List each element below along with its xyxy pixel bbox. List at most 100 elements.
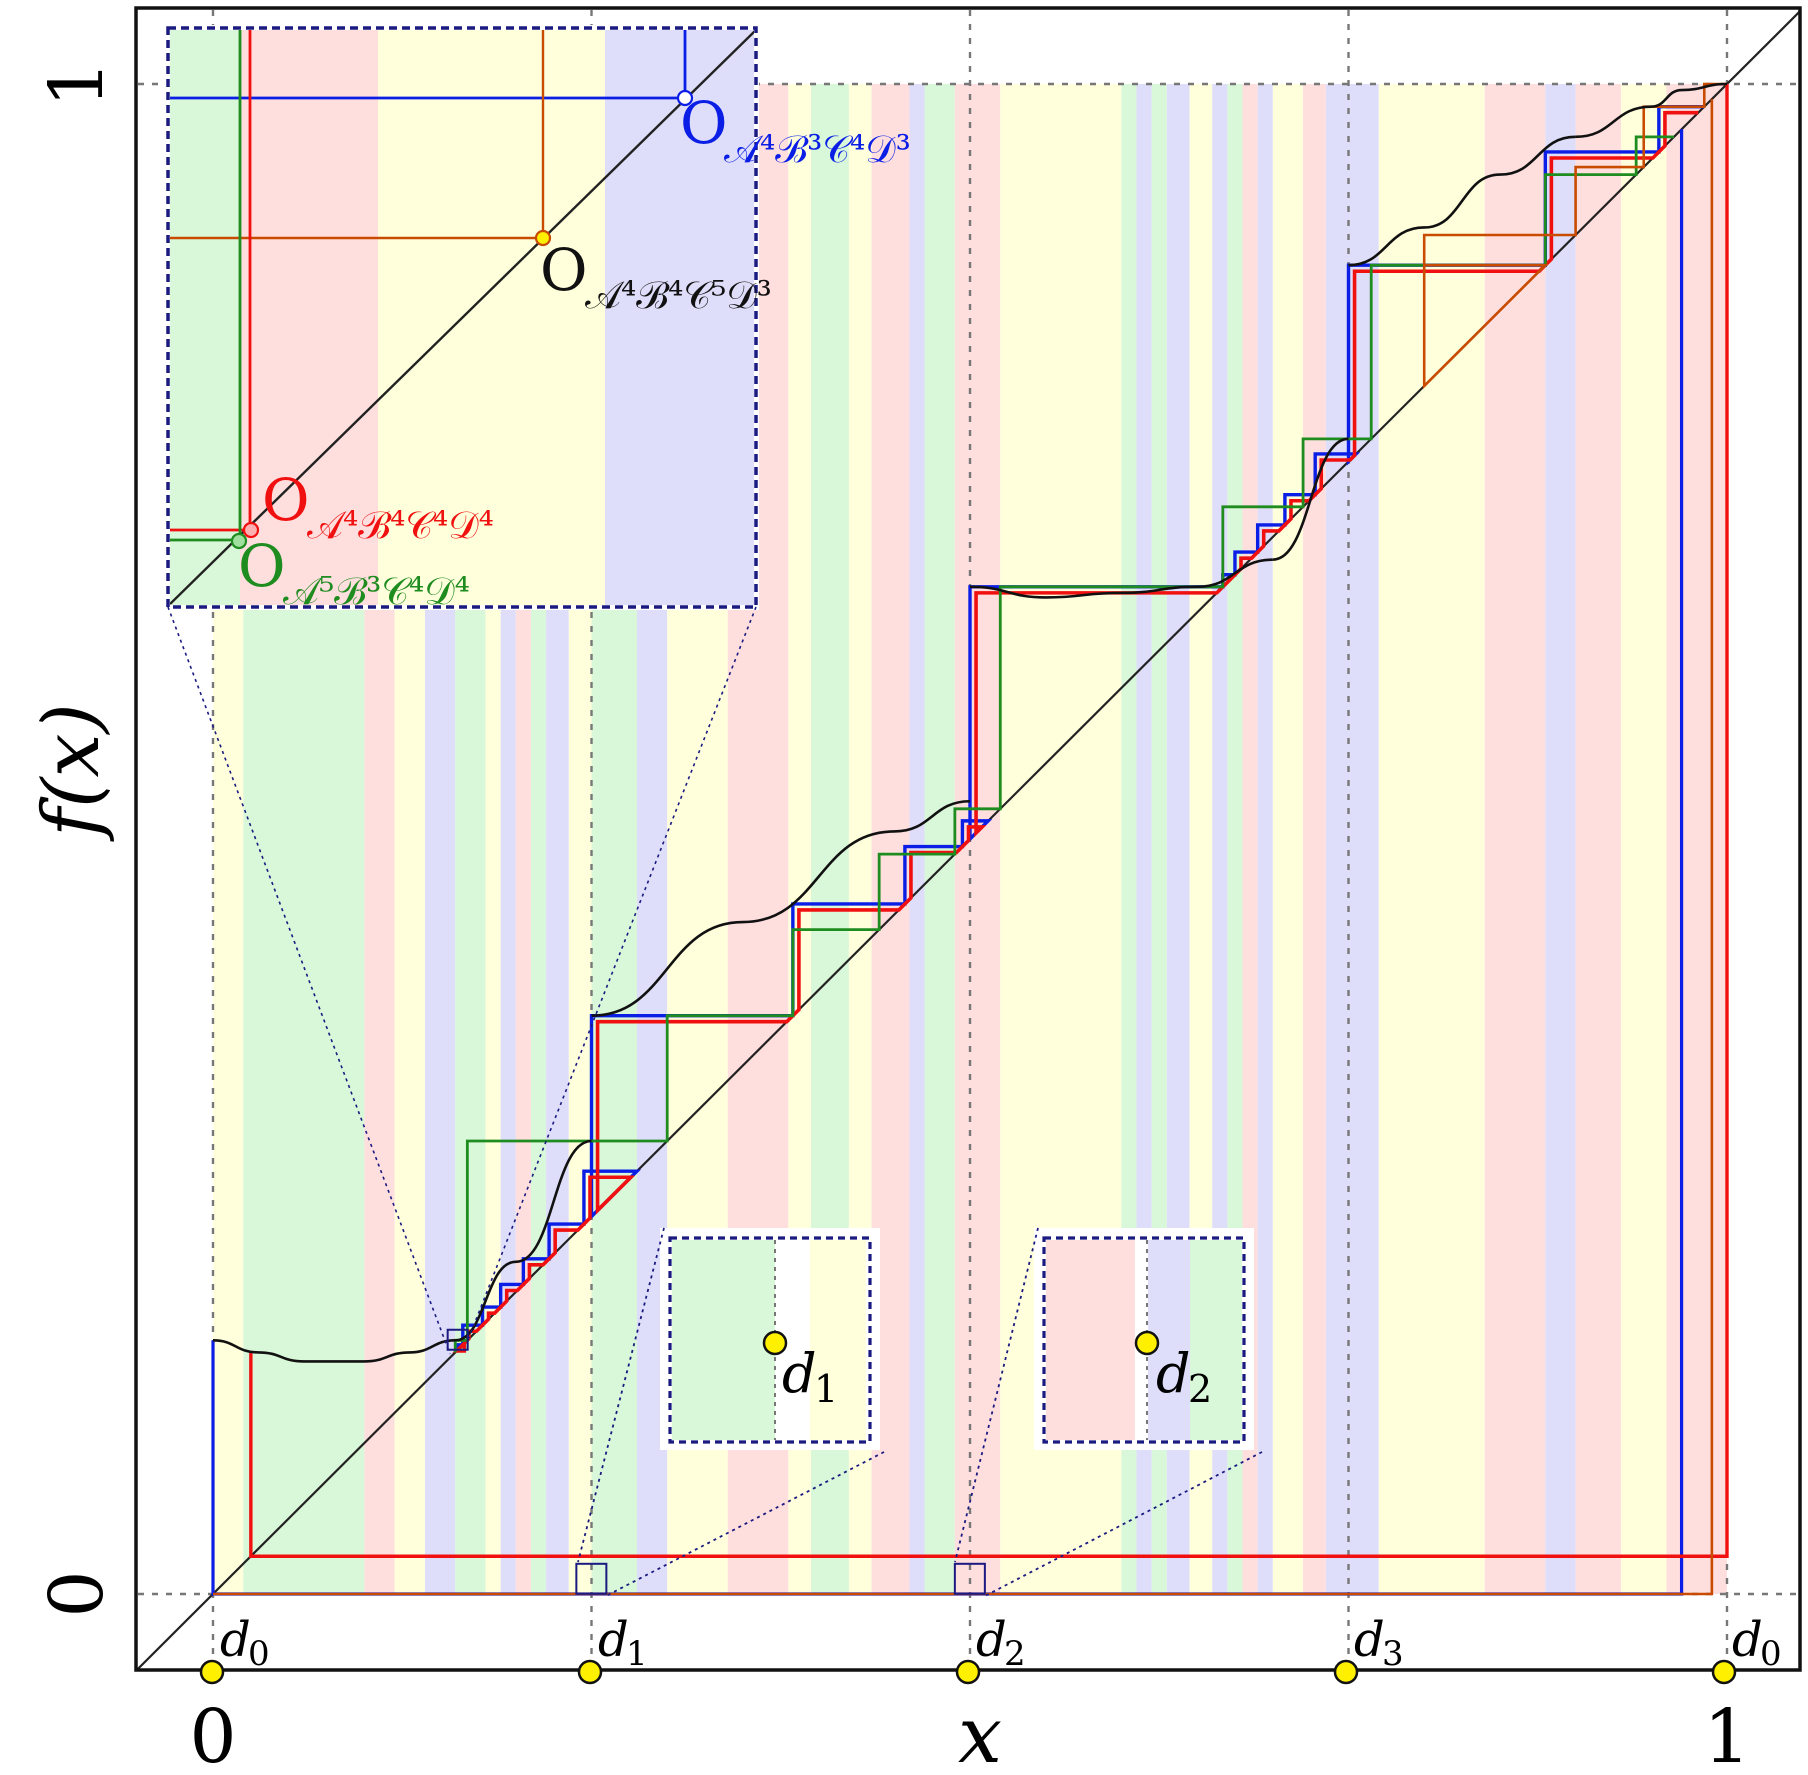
discontinuity-marker bbox=[1333, 1659, 1359, 1685]
zoom-d2-label: d 2 bbox=[1156, 1342, 1212, 1411]
svg-text:O: O bbox=[680, 89, 728, 157]
zoom-box-marker bbox=[762, 1330, 788, 1356]
inset-fixed-point-blue bbox=[676, 89, 694, 107]
zoom-inset-orbits bbox=[165, 25, 759, 610]
zoom-box-stripe-A bbox=[1190, 1240, 1242, 1440]
zoom-source-rects bbox=[446, 1328, 986, 1595]
orbit-red bbox=[452, 110, 1699, 1353]
disc-label-d1: d 1 bbox=[598, 1612, 648, 1674]
map-branch bbox=[212, 1339, 456, 1363]
connector-line bbox=[954, 1227, 1039, 1563]
zoom-rect-d2 bbox=[953, 1562, 986, 1595]
map-branch bbox=[591, 799, 971, 1017]
map-branch bbox=[1272, 437, 1349, 561]
svg-text:d: d bbox=[1354, 1612, 1385, 1668]
xtick-label-1: 1 bbox=[1703, 1694, 1750, 1775]
inset-fixed-point-orange bbox=[534, 229, 552, 247]
small-zoom-connectors bbox=[577, 1227, 1263, 1597]
orbit-blue bbox=[456, 104, 1705, 1350]
map-branch bbox=[455, 1139, 592, 1342]
stripe-C bbox=[1189, 84, 1213, 1594]
orbit-label-blue: O 𝒜⁴ℬ³𝒞⁴𝒟³ bbox=[680, 89, 911, 171]
svg-text:d: d bbox=[976, 1612, 1007, 1668]
svg-text:1: 1 bbox=[814, 1367, 838, 1411]
svg-text:O: O bbox=[238, 532, 286, 600]
map-branch bbox=[1348, 135, 1576, 267]
stripe-A bbox=[924, 84, 955, 1594]
svg-text:O: O bbox=[540, 236, 588, 304]
connector-line bbox=[984, 1451, 1263, 1597]
stripe-B bbox=[1303, 84, 1326, 1594]
svg-text:𝒜⁴ℬ⁴𝒞⁵𝒟³: 𝒜⁴ℬ⁴𝒞⁵𝒟³ bbox=[585, 273, 772, 317]
y-axis-label: f(x) bbox=[27, 703, 117, 842]
stripe-A bbox=[1121, 84, 1137, 1594]
discontinuity-marker bbox=[955, 1659, 981, 1685]
inset-stripe-D bbox=[605, 30, 754, 605]
svg-text:2: 2 bbox=[1004, 1634, 1026, 1674]
orbit-red-return bbox=[249, 84, 1729, 1558]
discontinuity-marker bbox=[577, 1659, 603, 1685]
zoom-box-stripe-B bbox=[1046, 1240, 1135, 1440]
stripe-B bbox=[1484, 84, 1546, 1594]
zoom-inset-d2 bbox=[1034, 1228, 1254, 1450]
stripe-C bbox=[1621, 84, 1667, 1594]
svg-text:1: 1 bbox=[626, 1634, 648, 1674]
inset-stripe-B bbox=[240, 30, 378, 605]
stripe-D bbox=[1212, 84, 1228, 1594]
ytick-label-0: 0 bbox=[34, 1570, 120, 1617]
inset-fixed-point-green bbox=[230, 532, 248, 550]
zoom-d1-label: d 1 bbox=[782, 1342, 838, 1411]
zoom-connector-lines bbox=[167, 606, 757, 1355]
ytick-label-1: 1 bbox=[34, 60, 120, 107]
stripe-C bbox=[1272, 84, 1304, 1594]
stripe-D bbox=[1325, 84, 1349, 1594]
svg-text:𝒜⁴ℬ⁴𝒞⁴𝒟⁴: 𝒜⁴ℬ⁴𝒞⁴𝒟⁴ bbox=[307, 503, 494, 547]
stripe-A bbox=[1151, 84, 1167, 1594]
disc-label-d2: d 2 bbox=[976, 1612, 1026, 1674]
svg-text:d: d bbox=[1156, 1342, 1191, 1405]
stripe-D bbox=[1257, 84, 1273, 1594]
zoom-box-frame bbox=[1042, 1236, 1246, 1444]
zoom-box-stripe-A bbox=[672, 1240, 775, 1440]
stripe-C bbox=[788, 84, 812, 1594]
svg-text:2: 2 bbox=[1188, 1367, 1212, 1411]
discontinuity-marker bbox=[1711, 1659, 1737, 1685]
svg-text:3: 3 bbox=[1382, 1634, 1404, 1674]
stripe-B bbox=[1666, 84, 1727, 1594]
inset-stripe-C bbox=[378, 30, 605, 605]
svg-text:d: d bbox=[1732, 1612, 1763, 1668]
discontinuity-markers bbox=[199, 1659, 1737, 1685]
orbit-cobwebs bbox=[211, 82, 1729, 1596]
disc-label-d3: d 3 bbox=[1354, 1612, 1404, 1674]
stripe-B bbox=[1242, 84, 1258, 1594]
orbit-label-red: O 𝒜⁴ℬ⁴𝒞⁴𝒟⁴ bbox=[262, 466, 494, 547]
orbit-orange bbox=[1422, 82, 1727, 390]
disc-label-d0-right: d 0 bbox=[1732, 1612, 1782, 1674]
svg-text:d: d bbox=[598, 1612, 629, 1668]
svg-text:𝒜⁵ℬ³𝒞⁴𝒟⁴: 𝒜⁵ℬ³𝒞⁴𝒟⁴ bbox=[283, 569, 470, 613]
svg-text:0: 0 bbox=[1760, 1634, 1782, 1674]
inset-diagonal bbox=[170, 30, 754, 605]
orbit-label-black: O 𝒜⁴ℬ⁴𝒞⁵𝒟³ bbox=[540, 236, 772, 317]
connector-line bbox=[605, 1451, 885, 1597]
xtick-label-0: 0 bbox=[189, 1694, 236, 1775]
svg-text:O: O bbox=[262, 466, 310, 534]
map-branch bbox=[1575, 82, 1728, 139]
svg-text:d: d bbox=[782, 1342, 817, 1405]
inset-stripe-A bbox=[170, 30, 240, 605]
map-branch bbox=[969, 558, 1273, 599]
map-graph bbox=[212, 82, 1728, 1363]
orbit-label-green: O 𝒜⁵ℬ³𝒞⁴𝒟⁴ bbox=[238, 532, 470, 613]
zoom-inset-d1 bbox=[660, 1228, 880, 1450]
stripe-D bbox=[1166, 84, 1190, 1594]
zoom-box-frame bbox=[668, 1236, 872, 1444]
connector-line bbox=[577, 1227, 665, 1563]
stripe-D bbox=[909, 84, 925, 1594]
svg-text:𝒜⁴ℬ³𝒞⁴𝒟³: 𝒜⁴ℬ³𝒞⁴𝒟³ bbox=[724, 127, 911, 171]
zoom-box-stripe-C bbox=[810, 1240, 866, 1440]
zoom-box-marker bbox=[1134, 1330, 1160, 1356]
stripe-B bbox=[1575, 84, 1622, 1594]
orbit-orange-return bbox=[213, 99, 1714, 1596]
stripe-D bbox=[1136, 84, 1152, 1594]
